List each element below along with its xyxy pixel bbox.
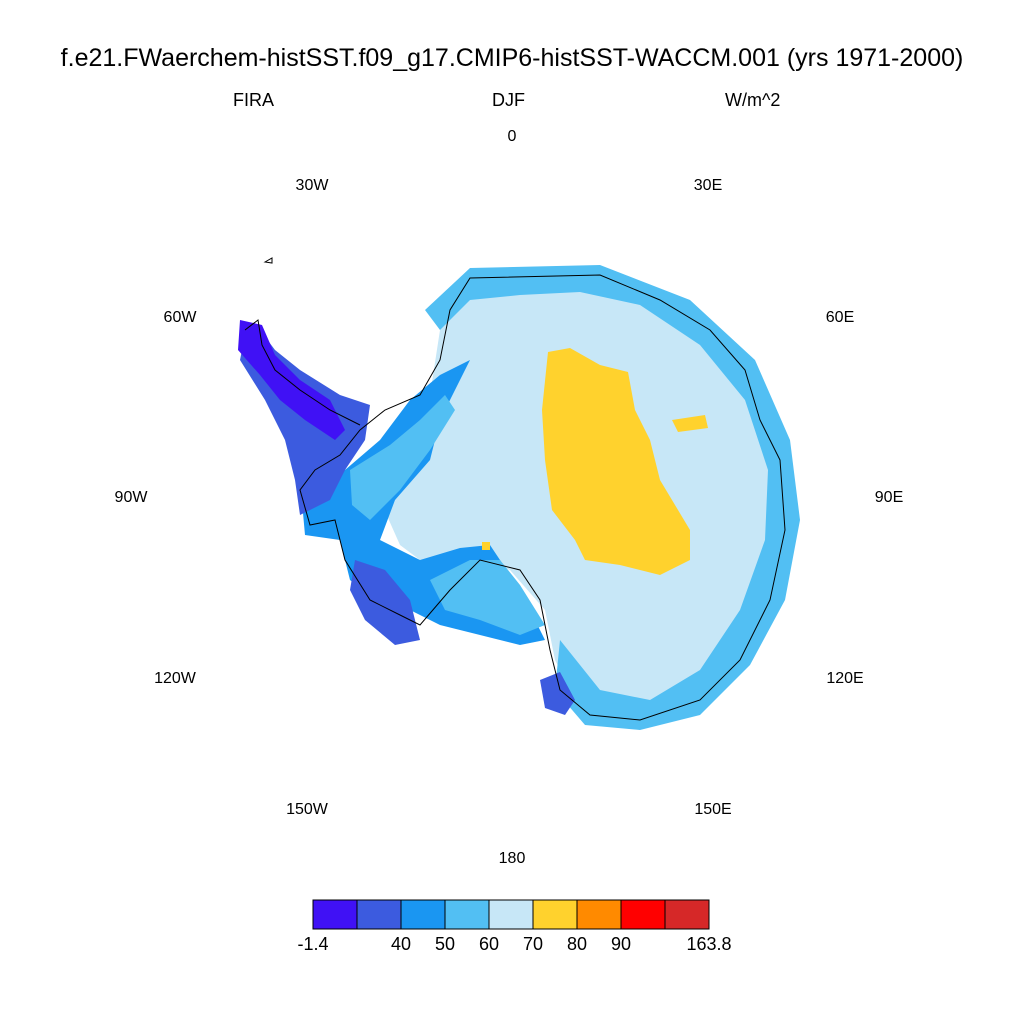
colorbar-swatch [444,899,490,930]
chart-title: f.e21.FWaerchem-histSST.f09_g17.CMIP6-hi… [60,44,964,72]
lon-label-150e: 150E [694,801,732,818]
colorbar-swatch [576,899,622,930]
colorbar-tick-label: 70 [522,934,544,954]
lon-label-60e: 60E [825,309,855,326]
map-region-east-high [542,348,690,575]
subtitle-season: DJF [492,90,525,110]
colorbar-swatch [356,899,402,930]
lon-label-30w: 30W [295,177,329,194]
lon-label-60w: 60W [163,309,197,326]
map-region-ross-spot [482,542,490,550]
colorbar-swatch [400,899,446,930]
lon-label-120w: 120W [154,670,196,687]
coastline [299,274,786,721]
map-region-ross-ice [430,560,545,635]
colorbar-tick-label: 50 [434,934,456,954]
colorbar-tick-label: 163.8 [686,934,732,954]
colorbar-tick-label: 60 [478,934,500,954]
colorbar-tick-label: 80 [566,934,588,954]
lon-label-30e: 30E [693,177,723,194]
coastline-peninsula [244,319,361,426]
subtitle-units: W/m^2 [725,90,781,110]
lon-label-90w: 90W [114,489,148,506]
colorbar-swatch [664,899,710,930]
lon-label-150w: 150W [286,801,328,818]
map-region-west-inner [350,395,455,520]
map-region-east-high-patch [672,415,708,432]
colorbar-swatch [532,899,578,930]
colorbar-tick-label: -1.4 [297,934,329,954]
lon-label-180: 180 [498,850,526,867]
lon-label-90e: 90E [874,489,904,506]
colorbar-swatch [312,899,358,930]
lon-label-0: 0 [507,128,517,145]
lon-label-120e: 120E [826,670,864,687]
island-outline [263,257,273,264]
map-region-west-low [350,560,420,645]
colorbar-swatch [620,899,666,930]
map-region-ross-low [540,672,575,715]
subtitle-variable: FIRA [233,90,275,110]
colorbar-tick-label: 90 [610,934,632,954]
colorbar-swatch [488,899,534,930]
colorbar-tick-label: 40 [390,934,412,954]
